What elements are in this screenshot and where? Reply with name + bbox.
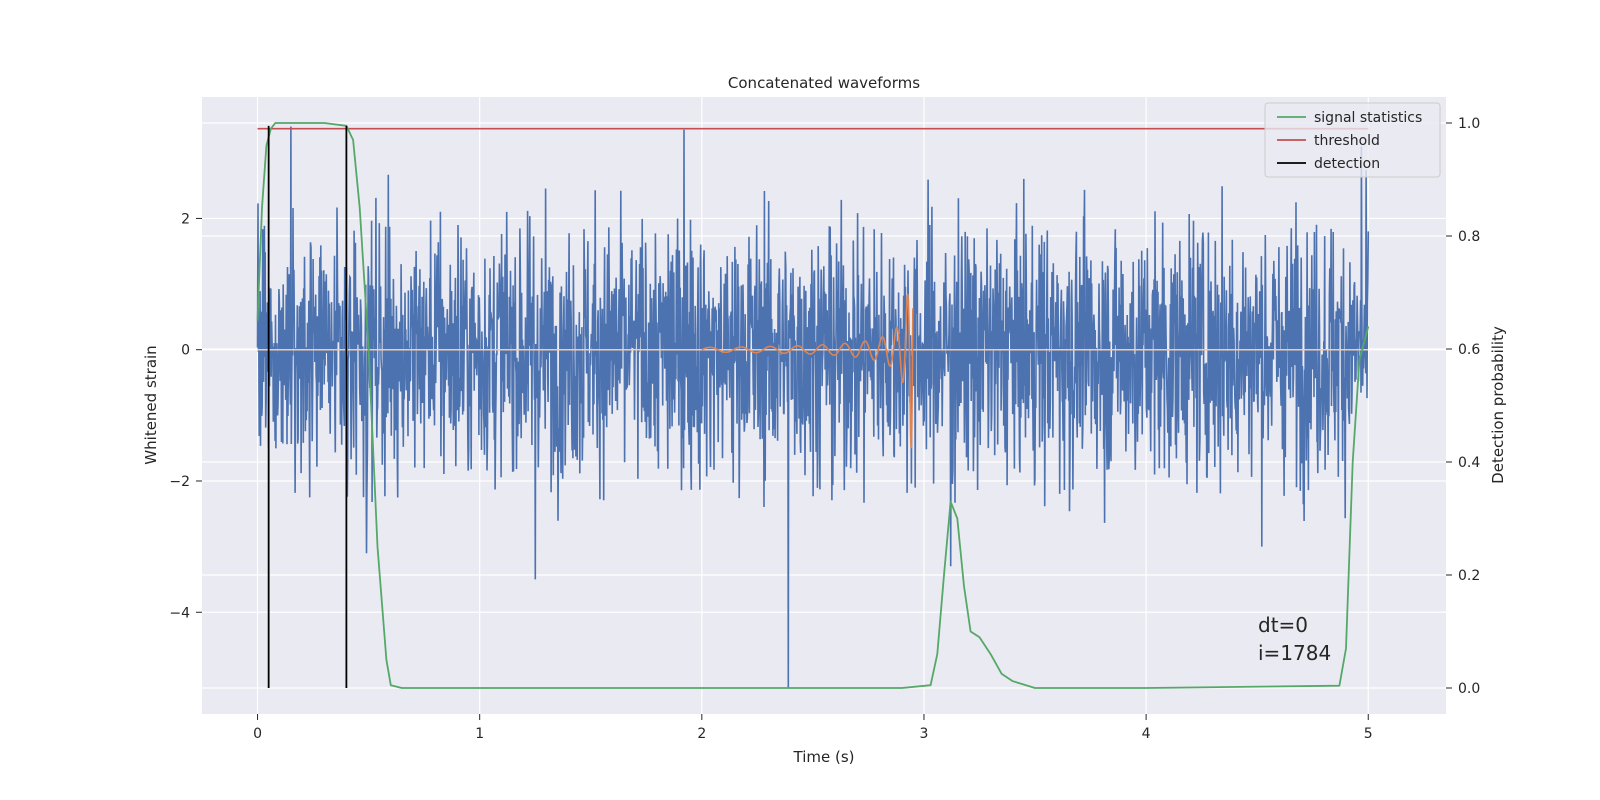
x-axis-label: Time (s) xyxy=(793,748,855,766)
strain-noise-line xyxy=(256,126,1370,688)
y-tick-label-left: −2 xyxy=(169,474,190,490)
legend-frame xyxy=(1264,102,1441,178)
x-tick-label: 0 xyxy=(253,726,262,742)
x-tick-label: 1 xyxy=(475,726,484,742)
y-axis-label-right: Detection probability xyxy=(1489,326,1507,484)
x-tick-label: 4 xyxy=(1142,726,1151,742)
y-tick-label-right: 0.8 xyxy=(1458,229,1480,245)
legend-label-threshold: threshold xyxy=(1314,133,1380,149)
legend: signal statistics threshold detection xyxy=(1264,102,1441,178)
y-tick-label-left: 2 xyxy=(181,211,190,227)
y-axis-label-left: Whitened strain xyxy=(142,345,160,464)
y-tick-label-left: 0 xyxy=(181,343,190,359)
plot-area xyxy=(256,122,1370,689)
injected-chirp-line xyxy=(701,293,914,449)
chart-title: Concatenated waveforms xyxy=(728,74,920,92)
legend-label-signal-statistics: signal statistics xyxy=(1314,110,1422,126)
signal-statistics-line xyxy=(256,122,1370,689)
y-tick-label-right: 0.6 xyxy=(1458,342,1480,358)
annotation-dt: dt=0 xyxy=(1258,613,1308,637)
annotation-iteration: i=1784 xyxy=(1258,641,1331,665)
y-tick-label-right: 0.0 xyxy=(1458,681,1480,697)
y-tick-label-right: 0.4 xyxy=(1458,455,1480,471)
legend-label-detection: detection xyxy=(1314,156,1380,172)
x-tick-label: 3 xyxy=(920,726,929,742)
tick-labels: 0 1 2 3 4 5 −4 −2 0 2 0.0 0.2 0.4 0.6 0.8 1.0 xyxy=(169,116,1480,742)
x-tick-label: 2 xyxy=(697,726,706,742)
y-tick-label-left: −4 xyxy=(169,605,190,621)
y-tick-label-right: 1.0 xyxy=(1458,116,1480,132)
y-tick-label-right: 0.2 xyxy=(1458,568,1480,584)
x-tick-label: 5 xyxy=(1364,726,1373,742)
